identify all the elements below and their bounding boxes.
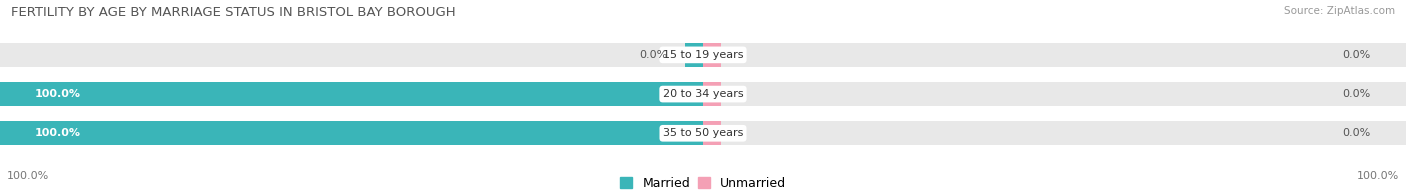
Bar	[0, 82, 703, 106]
Text: 100.0%: 100.0%	[35, 128, 82, 138]
Bar	[0, 121, 703, 145]
Text: 35 to 50 years: 35 to 50 years	[662, 128, 744, 138]
Text: 100.0%: 100.0%	[35, 89, 82, 99]
Text: 20 to 34 years: 20 to 34 years	[662, 89, 744, 99]
Bar	[0, 43, 1406, 67]
Text: FERTILITY BY AGE BY MARRIAGE STATUS IN BRISTOL BAY BOROUGH: FERTILITY BY AGE BY MARRIAGE STATUS IN B…	[11, 6, 456, 19]
Bar	[703, 82, 721, 106]
Bar	[703, 121, 721, 145]
Bar	[0, 82, 1406, 106]
Text: 0.0%: 0.0%	[1343, 50, 1371, 60]
Text: 100.0%: 100.0%	[1357, 171, 1399, 181]
Text: Source: ZipAtlas.com: Source: ZipAtlas.com	[1284, 6, 1395, 16]
Text: 15 to 19 years: 15 to 19 years	[662, 50, 744, 60]
Text: 100.0%: 100.0%	[7, 171, 49, 181]
Text: 0.0%: 0.0%	[1343, 89, 1371, 99]
Text: 0.0%: 0.0%	[1343, 128, 1371, 138]
Bar	[0, 121, 1406, 145]
Bar	[703, 43, 721, 67]
Legend: Married, Unmarried: Married, Unmarried	[620, 177, 786, 190]
Text: 0.0%: 0.0%	[640, 50, 668, 60]
Bar	[686, 43, 703, 67]
